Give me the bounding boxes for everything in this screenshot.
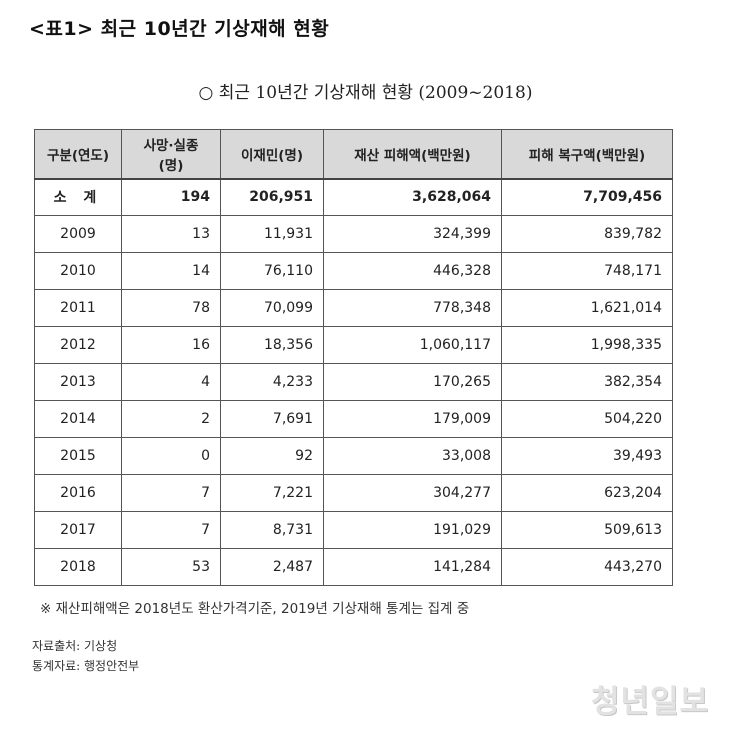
cell-recovery: 504,220 [501, 400, 673, 438]
header-damage: 재산 피해액(백만원) [323, 129, 502, 180]
total-label: 소 계 [34, 178, 122, 216]
source-mois: 통계자료: 행정안전부 [32, 659, 140, 673]
cell-deaths: 7 [121, 511, 221, 549]
cell-year: 2016 [34, 474, 122, 512]
cell-recovery: 623,204 [501, 474, 673, 512]
cell-displaced: 7,691 [220, 400, 324, 438]
table-row: 2014 2 7,691 179,009 504,220 [34, 400, 673, 438]
table-row: 2015 0 92 33,008 39,493 [34, 437, 673, 475]
cell-recovery: 1,621,014 [501, 289, 673, 327]
cell-displaced: 11,931 [220, 215, 324, 253]
cell-deaths: 14 [121, 252, 221, 290]
table-row: 2011 78 70,099 778,348 1,621,014 [34, 289, 673, 327]
total-deaths: 194 [121, 178, 221, 216]
cell-damage: 1,060,117 [323, 326, 502, 364]
cell-year: 2015 [34, 437, 122, 475]
cell-year: 2013 [34, 363, 122, 401]
cell-damage: 304,277 [323, 474, 502, 512]
cell-damage: 778,348 [323, 289, 502, 327]
total-displaced: 206,951 [220, 178, 324, 216]
cell-displaced: 76,110 [220, 252, 324, 290]
cell-displaced: 8,731 [220, 511, 324, 549]
total-row: 소 계 194 206,951 3,628,064 7,709,456 [34, 178, 673, 216]
cell-displaced: 7,221 [220, 474, 324, 512]
table-row: 2012 16 18,356 1,060,117 1,998,335 [34, 326, 673, 364]
watermark-logo: 청년일보 [590, 684, 709, 720]
table-row: 2010 14 76,110 446,328 748,171 [34, 252, 673, 290]
cell-deaths: 7 [121, 474, 221, 512]
header-recovery: 피해 복구액(백만원) [501, 129, 673, 180]
cell-damage: 446,328 [323, 252, 502, 290]
disaster-table: 구분(연도) 사망·실종(명) 이재민(명) 재산 피해액(백만원) 피해 복구… [34, 129, 673, 586]
cell-deaths: 0 [121, 437, 221, 475]
footnote: ※ 재산피해액은 2018년도 환산가격기준, 2019년 기상재해 통계는 집… [40, 601, 470, 617]
cell-damage: 170,265 [323, 363, 502, 401]
cell-displaced: 18,356 [220, 326, 324, 364]
cell-deaths: 16 [121, 326, 221, 364]
cell-recovery: 382,354 [501, 363, 673, 401]
cell-displaced: 4,233 [220, 363, 324, 401]
cell-damage: 179,009 [323, 400, 502, 438]
source-kma: 자료출처: 기상청 [32, 639, 118, 653]
cell-damage: 191,029 [323, 511, 502, 549]
cell-deaths: 13 [121, 215, 221, 253]
cell-deaths: 4 [121, 363, 221, 401]
table-row: 2009 13 11,931 324,399 839,782 [34, 215, 673, 253]
cell-year: 2011 [34, 289, 122, 327]
table-row: 2018 53 2,487 141,284 443,270 [34, 548, 673, 586]
cell-recovery: 39,493 [501, 437, 673, 475]
table-heading: <표1> 최근 10년간 기상재해 현황 [29, 18, 330, 40]
cell-year: 2012 [34, 326, 122, 364]
cell-deaths: 2 [121, 400, 221, 438]
table-header-row: 구분(연도) 사망·실종(명) 이재민(명) 재산 피해액(백만원) 피해 복구… [34, 129, 673, 180]
cell-damage: 141,284 [323, 548, 502, 586]
table-row: 2016 7 7,221 304,277 623,204 [34, 474, 673, 512]
cell-displaced: 2,487 [220, 548, 324, 586]
table-row: 2013 4 4,233 170,265 382,354 [34, 363, 673, 401]
cell-recovery: 509,613 [501, 511, 673, 549]
header-displaced: 이재민(명) [220, 129, 324, 180]
cell-damage: 324,399 [323, 215, 502, 253]
total-recovery: 7,709,456 [501, 178, 673, 216]
cell-recovery: 443,270 [501, 548, 673, 586]
cell-year: 2010 [34, 252, 122, 290]
cell-damage: 33,008 [323, 437, 502, 475]
cell-recovery: 1,998,335 [501, 326, 673, 364]
cell-year: 2017 [34, 511, 122, 549]
table-row: 2017 7 8,731 191,029 509,613 [34, 511, 673, 549]
cell-displaced: 70,099 [220, 289, 324, 327]
cell-deaths: 78 [121, 289, 221, 327]
header-year: 구분(연도) [34, 129, 122, 180]
total-damage: 3,628,064 [323, 178, 502, 216]
header-deaths: 사망·실종(명) [121, 129, 221, 180]
cell-recovery: 748,171 [501, 252, 673, 290]
cell-year: 2009 [34, 215, 122, 253]
table-subtitle: ○ 최근 10년간 기상재해 현황 (2009~2018) [198, 83, 533, 103]
cell-displaced: 92 [220, 437, 324, 475]
cell-recovery: 839,782 [501, 215, 673, 253]
cell-year: 2018 [34, 548, 122, 586]
cell-year: 2014 [34, 400, 122, 438]
cell-deaths: 53 [121, 548, 221, 586]
